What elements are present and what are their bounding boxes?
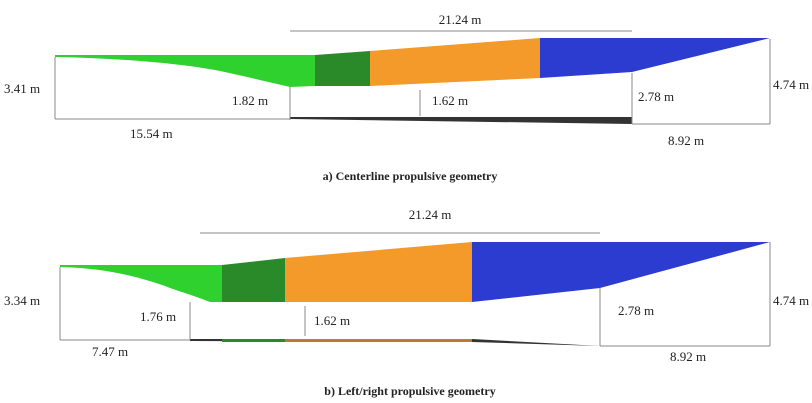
blue-section <box>540 38 770 78</box>
panel-b: 21.24 m 3.34 m 1.76 m 1.62 m 2.78 m 4.74… <box>4 207 809 398</box>
dim-label: 21.24 m <box>409 207 452 222</box>
lower-orange <box>285 339 472 342</box>
green-section <box>60 265 222 302</box>
dark-green-section <box>315 51 370 86</box>
dim-label: 7.47 m <box>92 344 128 359</box>
dim-label: 21.24 m <box>439 12 482 27</box>
dim-label: 1.62 m <box>314 313 350 328</box>
dim-label: 2.78 m <box>618 303 654 318</box>
green-section <box>55 55 315 87</box>
dim-label: 1.76 m <box>140 309 176 324</box>
figure: 21.24 m 3.41 m 1.82 m 1.62 m 2.78 m 4.74… <box>0 0 812 403</box>
orange-section <box>285 242 472 302</box>
dim-label: 3.41 m <box>4 81 40 96</box>
caption: a) Centerline propulsive geometry <box>323 169 498 183</box>
dim-label: 4.74 m <box>773 77 809 92</box>
dim-label: 15.54 m <box>130 126 173 141</box>
dim-label: 3.34 m <box>4 293 40 308</box>
dim-label: 8.92 m <box>668 133 704 148</box>
orange-section <box>370 38 540 86</box>
dim-label: 2.78 m <box>638 89 674 104</box>
dim-label: 4.74 m <box>773 293 809 308</box>
dim-label: 1.62 m <box>432 93 468 108</box>
panel-a: 21.24 m 3.41 m 1.82 m 1.62 m 2.78 m 4.74… <box>4 12 809 183</box>
dim-label: 8.92 m <box>670 349 706 364</box>
blue-section <box>472 242 770 302</box>
caption: b) Left/right propulsive geometry <box>324 384 495 398</box>
lower-dark-green <box>222 339 285 342</box>
lower-surface <box>290 117 632 124</box>
dim-label: 1.82 m <box>232 93 268 108</box>
dark-green-section <box>222 258 285 302</box>
